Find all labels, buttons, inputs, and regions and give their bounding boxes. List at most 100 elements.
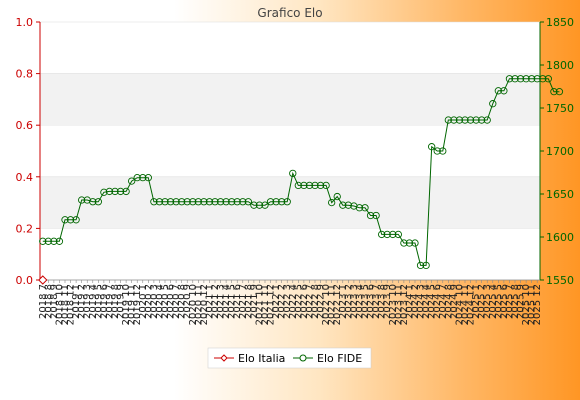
data-point-elo-italia: [38, 275, 48, 285]
data-point-elo-fide: [344, 201, 352, 209]
x-tick-label: 2021 4: [221, 284, 232, 319]
x-tick-label: 2024 7: [438, 284, 449, 319]
right-tick-label: 1600: [546, 231, 574, 244]
x-tick-label: 2019 4: [88, 284, 99, 319]
x-tick-label: 2023 6: [366, 284, 377, 319]
data-point-elo-fide: [511, 75, 519, 83]
x-tick-label: 2021 3: [216, 284, 227, 319]
data-point-elo-fide: [539, 75, 547, 83]
left-tick-label: 0.0: [16, 274, 34, 287]
x-tick-label: 2019 12: [132, 284, 143, 325]
plot-area: 0.0 0.2 0.4 0.6 0.8 1.0 1550 1600 1650 1700 1750 18…: [16, 16, 575, 325]
data-point-elo-fide: [278, 198, 286, 206]
x-tick-label: 2024 5: [427, 284, 438, 319]
x-tick-label: 2022 8: [310, 284, 321, 319]
x-tick-label: 2024 11: [460, 284, 471, 325]
data-point-elo-fide: [389, 230, 397, 239]
data-point-elo-fide: [311, 181, 319, 190]
data-point-elo-fide: [211, 198, 219, 206]
x-tick-label: 2021 1: [204, 284, 215, 319]
x-tick-label: 2023 9: [382, 284, 393, 319]
data-point-elo-fide: [478, 116, 486, 124]
x-tick-label: 2019 3: [82, 284, 93, 319]
data-point-elo-fide: [400, 239, 408, 247]
x-tick-label: 2023 7: [371, 284, 382, 319]
right-tick-label: 1700: [546, 145, 574, 158]
data-point-elo-fide: [189, 198, 197, 206]
x-tick-label: 2019 10: [121, 284, 132, 325]
data-point-elo-fide: [139, 174, 147, 182]
data-point-elo-fide: [394, 230, 402, 239]
data-point-elo-fide: [111, 187, 119, 196]
data-point-elo-fide: [450, 116, 458, 124]
data-point-elo-fide: [550, 88, 558, 96]
data-point-elo-fide: [94, 198, 102, 206]
data-point-elo-fide: [555, 88, 564, 96]
data-point-elo-fide: [216, 198, 225, 206]
right-tick-label: 1800: [546, 59, 574, 72]
x-tick-label: 2021 8: [243, 284, 254, 319]
x-tick-label: 2022 6: [299, 284, 310, 319]
x-tick-label: 2020 8: [177, 284, 188, 319]
x-tick-label: 2024 1: [404, 284, 415, 319]
x-tick-label: 2018 11: [60, 284, 71, 325]
data-point-elo-fide: [200, 198, 208, 206]
data-point-elo-fide: [155, 198, 164, 206]
data-point-elo-fide: [283, 198, 291, 206]
left-tick-label: 0.2: [16, 222, 34, 235]
legend-label-elo-fide: Elo FIDE: [317, 352, 362, 365]
data-point-elo-fide: [250, 201, 258, 209]
x-tick-label: 2021 9: [249, 284, 260, 319]
legend-box: [207, 347, 372, 369]
x-tick-label: 2025 11: [527, 284, 538, 325]
data-point-elo-fide: [150, 198, 158, 206]
x-tick-label: 2021 7: [238, 284, 249, 319]
x-tick-label: 2022 4: [288, 284, 299, 319]
x-tick-label: 2024 2: [410, 284, 421, 319]
x-tick-label: 2022 7: [304, 284, 315, 319]
data-point-elo-fide: [516, 75, 525, 83]
data-point-elo-fide: [305, 181, 314, 190]
plot-background: [40, 22, 540, 280]
x-tick-label: 2020 5: [160, 284, 171, 319]
data-point-elo-fide: [500, 87, 508, 95]
x-tick-label: 2018 9: [49, 284, 60, 319]
right-tick-label: 1650: [546, 188, 574, 201]
data-point-elo-fide: [166, 198, 175, 206]
x-tick-label: 2019 1: [71, 284, 82, 319]
data-point-elo-fide: [244, 198, 252, 206]
x-tick-label: 2020 2: [143, 284, 154, 319]
data-point-elo-fide: [194, 198, 202, 206]
x-tick-label: 2020 9: [182, 284, 193, 319]
x-tick-label: 2020 4: [154, 284, 165, 319]
data-point-elo-fide: [355, 204, 364, 212]
data-point-elo-fide: [255, 201, 264, 209]
x-tick-label: 2022 12: [332, 284, 343, 325]
data-point-elo-fide: [66, 216, 75, 224]
data-point-elo-fide: [422, 261, 430, 270]
x-tick-label: 2022 11: [327, 284, 338, 325]
x-tick-label: 2023 5: [360, 284, 371, 319]
data-point-elo-fide: [533, 75, 541, 83]
data-point-elo-fide: [378, 230, 386, 239]
data-point-elo-fide: [528, 75, 536, 83]
data-point-elo-fide: [361, 204, 369, 212]
data-point-elo-fide: [205, 198, 214, 206]
data-point-elo-fide: [455, 116, 464, 124]
right-tick-label: 1550: [546, 274, 574, 287]
x-tick-label: 2018 12: [66, 284, 77, 325]
x-tick-label: 2024 3: [416, 284, 427, 319]
x-tick-label: 2025 4: [488, 284, 499, 319]
x-tick-label: 2020 11: [193, 284, 204, 325]
x-tick-label: 2023 4: [354, 284, 365, 319]
x-tick-label: 2025 8: [510, 284, 521, 319]
data-point-elo-fide: [261, 201, 269, 209]
data-point-elo-fide: [322, 181, 330, 190]
data-point-elo-fide: [433, 147, 441, 155]
x-tick-label: 2019 9: [116, 284, 127, 319]
data-point-elo-fide: [222, 198, 230, 206]
x-tick-label: 2023 10: [388, 284, 399, 325]
right-tick-label: 1850: [546, 16, 574, 29]
